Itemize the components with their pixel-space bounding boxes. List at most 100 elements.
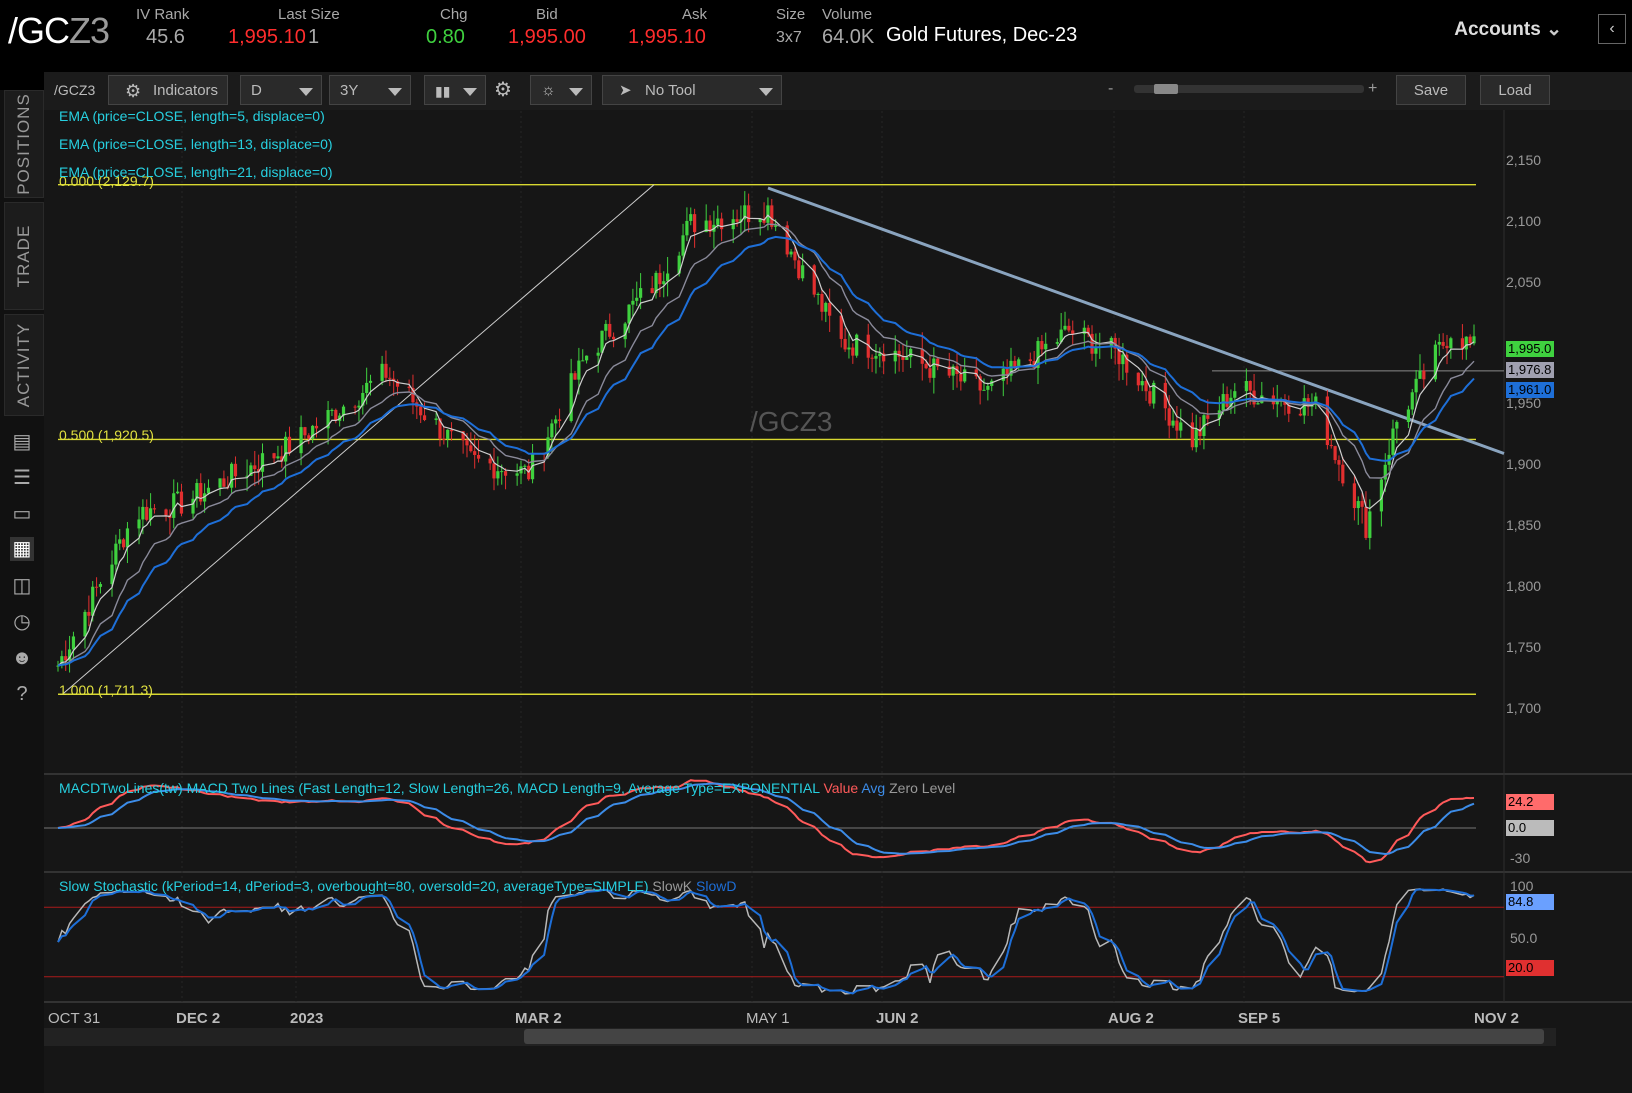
candle-body: [839, 315, 843, 339]
iv-rank-value: 45.6: [146, 26, 185, 48]
candle-body: [920, 348, 924, 364]
settings-gear-icon[interactable]: ⚙: [494, 79, 512, 101]
candle-body: [639, 288, 643, 298]
candle-body: [465, 440, 469, 446]
study-label-ema5[interactable]: EMA (price=CLOSE, length=5, displace=0): [59, 108, 325, 124]
candle-body: [257, 469, 261, 472]
candle-body: [693, 214, 697, 233]
candle-body: [303, 427, 307, 436]
indicators-button[interactable]: ⚙ Indicators: [108, 75, 228, 105]
candle-body: [496, 471, 500, 479]
candle-body: [577, 360, 581, 380]
candle-body: [1364, 506, 1368, 538]
candle-body: [1275, 401, 1279, 405]
date-tick: AUG 2: [1108, 1010, 1154, 1027]
candle-body: [774, 225, 778, 227]
drawing-tool-select[interactable]: ➤ No Tool: [602, 75, 782, 105]
collapse-arrow-icon[interactable]: ‹: [1598, 14, 1626, 44]
accounts-menu[interactable]: Accounts ⌄: [1454, 19, 1562, 40]
community-icon[interactable]: ☻: [11, 647, 33, 669]
candle-body: [407, 386, 411, 388]
chart-canvas[interactable]: [44, 72, 1632, 1093]
candle-body: [245, 475, 249, 477]
candle-body: [1013, 360, 1017, 368]
candle-body: [766, 205, 770, 223]
candle-body: [361, 392, 365, 406]
candle-body: [287, 436, 292, 454]
ema21-price-badge: 1,961.0: [1506, 382, 1554, 398]
list-icon[interactable]: ☰: [13, 467, 31, 489]
ask-value[interactable]: 1,995.10: [628, 26, 706, 48]
price-tick: 1,700: [1506, 700, 1542, 716]
candle-body: [1252, 390, 1256, 405]
date-tick: NOV 2: [1474, 1010, 1520, 1027]
ema5-line: [57, 214, 1475, 667]
bid-value[interactable]: 1,995.00: [508, 26, 586, 48]
candle-body: [1194, 429, 1198, 448]
candle-body: [1248, 380, 1252, 391]
zoom-in-button[interactable]: +: [1368, 80, 1378, 97]
candle-body: [704, 220, 708, 233]
candle-body: [1464, 336, 1468, 350]
zoom-slider[interactable]: [1134, 84, 1364, 94]
price-tick: 1,750: [1506, 639, 1542, 655]
timeframe-select[interactable]: 3Y: [329, 75, 411, 105]
price-tick: 2,150: [1506, 152, 1542, 168]
candle-body: [824, 302, 828, 312]
candle-body: [951, 366, 955, 376]
candle-body: [110, 564, 114, 585]
save-button[interactable]: Save: [1396, 75, 1466, 105]
candle-body: [959, 373, 963, 382]
candle-body: [1082, 327, 1086, 334]
candle-body: [272, 453, 276, 459]
gauge-icon[interactable]: ◷: [13, 611, 31, 633]
aggregation-select[interactable]: D: [240, 75, 322, 105]
candle-body: [1418, 370, 1422, 379]
zoom-out-button[interactable]: -: [1108, 80, 1114, 97]
study-label-macd[interactable]: MACDTwoLines(tw) MACD Two Lines (Fast Le…: [59, 780, 956, 796]
candle-body: [1422, 370, 1426, 380]
candle-body: [492, 463, 496, 479]
last-size-value: 1: [308, 26, 320, 48]
help-icon[interactable]: ?: [16, 683, 28, 705]
study-label-ema13[interactable]: EMA (price=CLOSE, length=13, displace=0): [59, 136, 333, 152]
candle-body: [1256, 403, 1260, 405]
chart-icon[interactable]: ▦: [10, 537, 34, 561]
candle-body: [1055, 342, 1059, 344]
candle-body: [1198, 429, 1202, 437]
chart-scrollbar[interactable]: [44, 1028, 1556, 1046]
candle-body: [1040, 341, 1044, 350]
stoch-axis-tick: 50.0: [1510, 930, 1538, 946]
scrollbar-thumb[interactable]: [524, 1029, 1544, 1044]
tv-icon[interactable]: ▭: [12, 503, 32, 525]
tab-trade[interactable]: TRADE: [4, 202, 44, 310]
candle-body: [708, 220, 712, 232]
symbol-title[interactable]: /GCZ3: [8, 10, 110, 51]
candle-body: [341, 406, 346, 416]
account-icon[interactable]: ▤: [12, 431, 32, 453]
load-button[interactable]: Load: [1480, 75, 1550, 105]
tab-positions[interactable]: POSITIONS: [4, 90, 44, 198]
candle-body: [947, 366, 951, 376]
chart-style-select[interactable]: ▮▮: [424, 75, 486, 105]
drawing-sets-select[interactable]: ☼: [530, 75, 592, 105]
candle-body: [812, 265, 816, 295]
study-label-stochastic[interactable]: Slow Stochastic (kPeriod=14, dPeriod=3, …: [59, 878, 737, 894]
candle-body: [901, 356, 905, 360]
candle-body: [677, 255, 681, 274]
candle-body: [87, 611, 91, 616]
study-label-ema21[interactable]: EMA (price=CLOSE, length=21, displace=0): [59, 164, 333, 180]
candle-body: [584, 355, 589, 361]
candle-body: [1395, 422, 1399, 429]
tab-activity[interactable]: ACTIVITY: [4, 314, 44, 416]
candle-body: [1391, 428, 1395, 455]
candle-body: [488, 458, 492, 464]
candle-body: [503, 471, 508, 476]
candle-body: [137, 519, 141, 529]
candle-body: [611, 336, 616, 340]
grid-icon[interactable]: ◫: [12, 575, 32, 597]
macd-axis-tick: -30: [1510, 850, 1531, 866]
candle-body: [546, 437, 550, 455]
zoom-slider-handle[interactable]: [1154, 84, 1178, 94]
candle-body: [1302, 398, 1306, 416]
